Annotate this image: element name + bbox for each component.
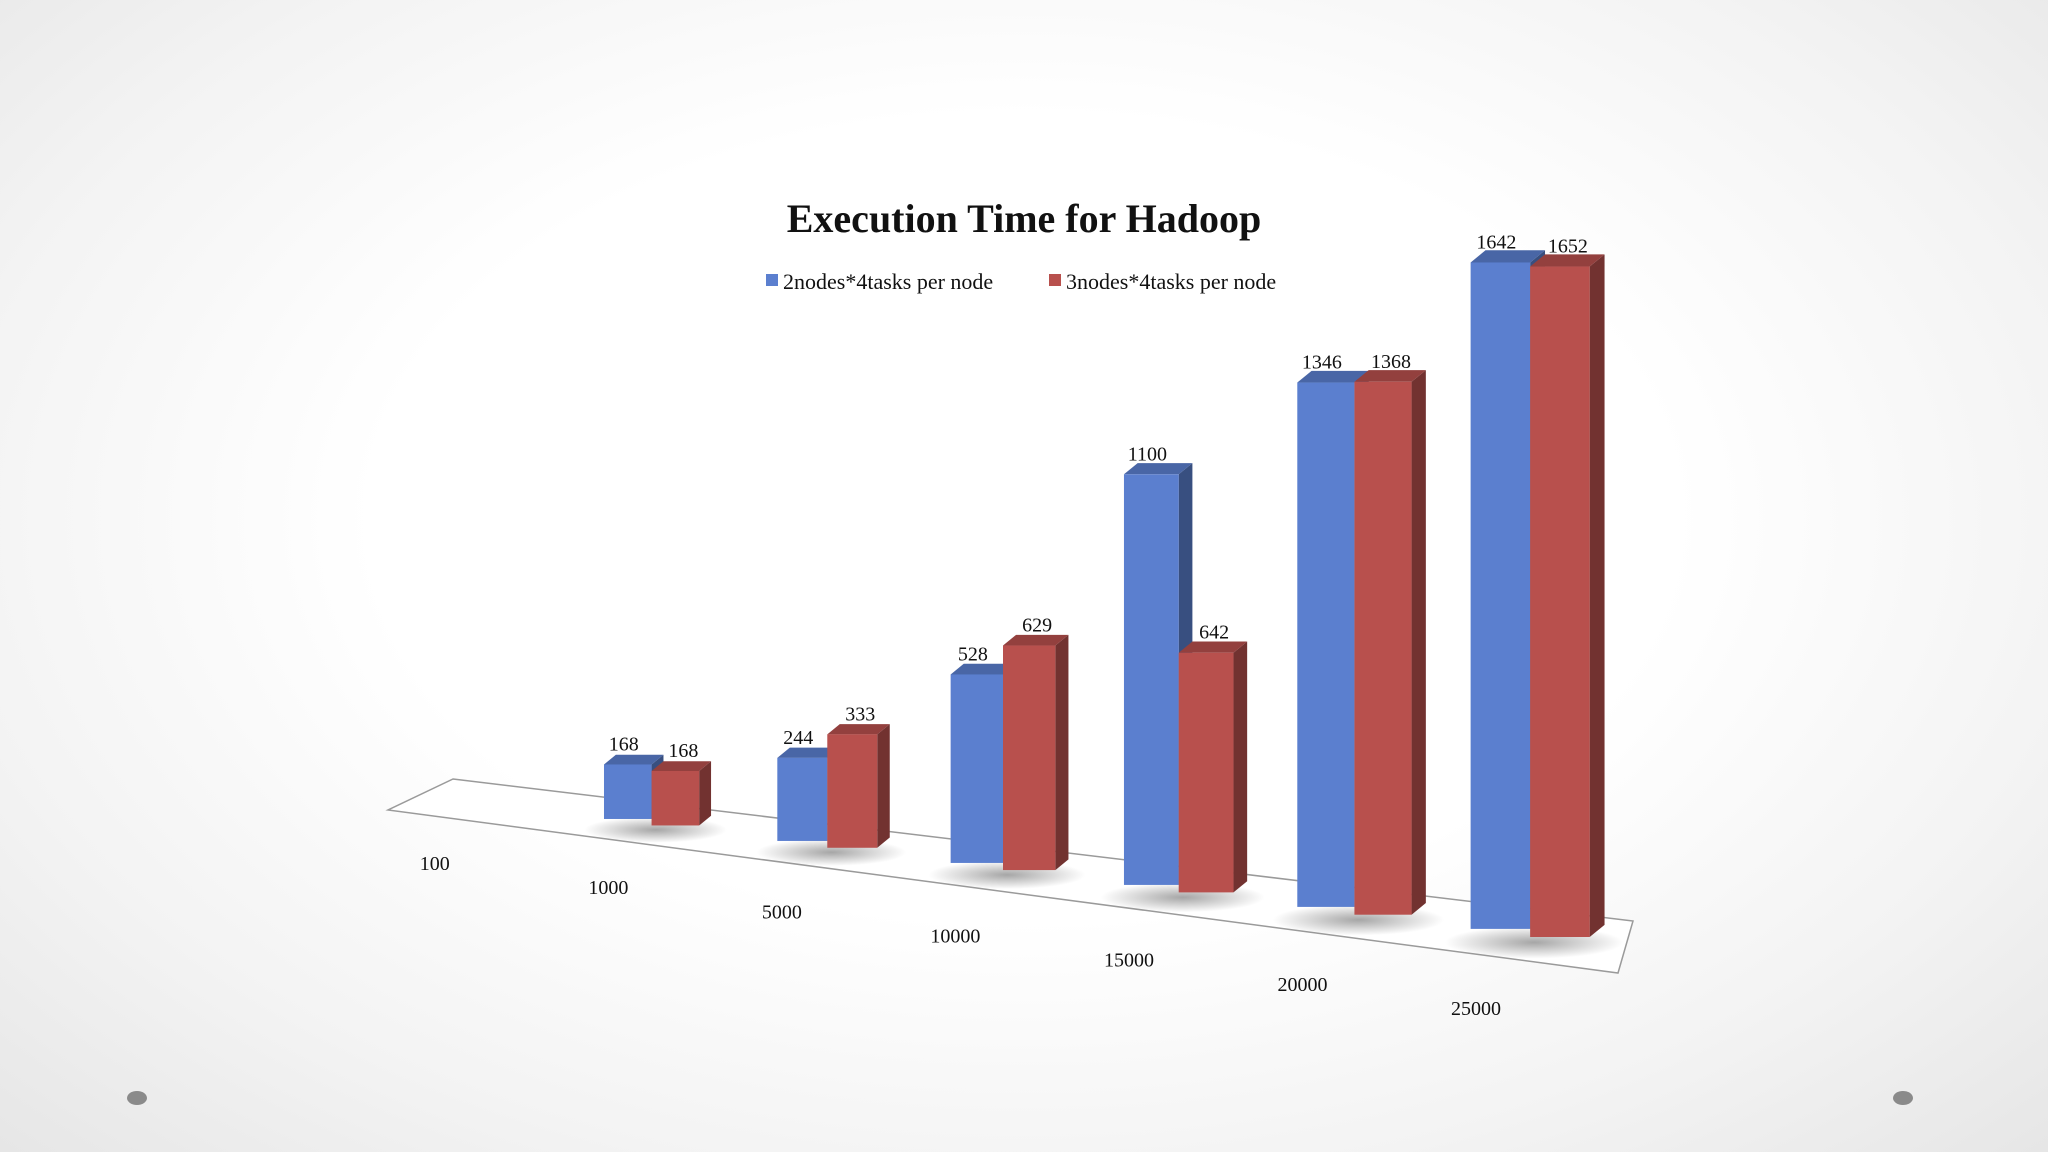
- category-label: 1000: [588, 877, 628, 899]
- bar-front: [1470, 262, 1531, 929]
- category-label: 10000: [930, 926, 980, 948]
- category-labels: 100 1000 5000 10000 15000 20000 25000: [420, 853, 1501, 1020]
- bar-top: [1003, 634, 1069, 646]
- bar-top: [651, 761, 712, 771]
- data-label: 168: [609, 733, 639, 755]
- bar: [1530, 254, 1605, 938]
- bar-side: [1233, 641, 1248, 893]
- data-label: 1368: [1371, 351, 1411, 373]
- legend-swatch-series-1: [766, 274, 778, 286]
- bar-front: [1123, 474, 1179, 885]
- legend-swatch-series-2: [1049, 274, 1061, 286]
- data-label: 333: [845, 703, 875, 725]
- data-label: 244: [783, 727, 813, 749]
- data-label: 1346: [1302, 352, 1342, 374]
- bar-top: [777, 747, 840, 758]
- category-label: 20000: [1277, 974, 1327, 996]
- bar-top: [1530, 254, 1605, 267]
- bar-side: [1589, 254, 1605, 938]
- bar-top: [950, 663, 1017, 675]
- bar-side: [699, 761, 712, 826]
- bar-top: [1178, 641, 1248, 653]
- bar: [1178, 641, 1248, 893]
- bar-front: [651, 770, 700, 826]
- bar-top: [1123, 463, 1193, 475]
- data-label: 1652: [1548, 236, 1588, 258]
- bar: [827, 724, 890, 848]
- bar-top: [1470, 250, 1546, 263]
- legend: 2nodes*4tasks per node 3nodes*4tasks per…: [766, 269, 1276, 294]
- slide-dot-left: [127, 1091, 147, 1105]
- slide-dot-right: [1893, 1091, 1913, 1105]
- category-label: 15000: [1104, 950, 1154, 972]
- bar-front: [1003, 645, 1056, 871]
- bar: [651, 761, 712, 826]
- bar-front: [1354, 381, 1412, 915]
- bar-front: [1178, 652, 1234, 893]
- category-label: 25000: [1451, 998, 1501, 1020]
- bar-front: [827, 734, 878, 848]
- bar-front: [1530, 266, 1590, 938]
- bar-side: [1411, 370, 1426, 915]
- category-label: 100: [420, 853, 450, 875]
- bar-front: [777, 757, 828, 841]
- bar-top: [827, 724, 890, 735]
- data-label: 629: [1022, 615, 1052, 637]
- bar: [1003, 634, 1069, 871]
- bars: [603, 250, 1605, 938]
- data-label: 1100: [1128, 443, 1167, 465]
- bar-front: [603, 764, 652, 819]
- bar-top: [603, 754, 664, 765]
- data-label: 1642: [1476, 231, 1516, 253]
- bar-front: [1297, 382, 1355, 907]
- bar-top: [1354, 370, 1426, 382]
- data-label: 528: [958, 643, 988, 665]
- bar-side: [1055, 634, 1069, 871]
- category-label: 5000: [762, 901, 802, 923]
- bar-top: [1297, 370, 1369, 383]
- data-label: 168: [668, 740, 698, 762]
- data-label: 642: [1199, 622, 1229, 644]
- bar-side: [877, 724, 890, 848]
- bar-front: [950, 674, 1003, 863]
- legend-label-series-1: 2nodes*4tasks per node: [783, 269, 993, 294]
- legend-label-series-2: 3nodes*4tasks per node: [1066, 269, 1276, 294]
- chart-title: Execution Time for Hadoop: [787, 196, 1262, 241]
- data-labels: 168 168 244 333 528 629 1100 642 1346 1368 1642 165…: [609, 231, 1588, 761]
- bar: [1354, 370, 1426, 915]
